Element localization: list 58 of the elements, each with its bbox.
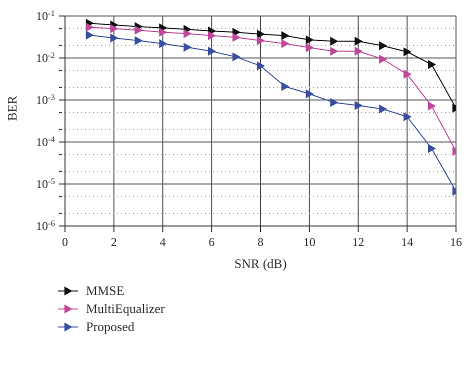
point xyxy=(208,46,216,56)
y-tick-label: 10$^{-5}$ xyxy=(36,176,55,191)
point xyxy=(256,30,265,39)
point xyxy=(428,144,436,154)
point xyxy=(330,36,338,46)
point xyxy=(354,46,363,56)
point xyxy=(354,100,363,110)
point xyxy=(281,31,290,40)
legend-label: MultiEqualizer xyxy=(86,301,165,317)
x-tick-label: 8 xyxy=(258,235,264,249)
y-tick-label: 10$^{-4}$ xyxy=(36,134,56,149)
point xyxy=(208,31,216,40)
legend-label: Proposed xyxy=(86,319,134,335)
point xyxy=(86,22,94,32)
x-axis-title: SNR (dB) xyxy=(234,256,287,271)
y-tick-label: 10$^{-2}$ xyxy=(36,50,55,65)
point xyxy=(354,36,363,46)
x-tick-label: 10 xyxy=(303,235,316,249)
point xyxy=(404,112,412,122)
x-tick-label: 4 xyxy=(160,235,166,249)
point xyxy=(330,46,338,56)
point xyxy=(281,39,290,48)
point xyxy=(134,36,143,46)
point xyxy=(428,101,436,110)
x-tick-label: 16 xyxy=(450,235,462,249)
point xyxy=(379,54,388,64)
y-tick-label: 10$^{-6}$ xyxy=(36,218,55,233)
point xyxy=(306,89,314,98)
point xyxy=(330,98,338,108)
point xyxy=(256,61,265,70)
point xyxy=(256,36,265,46)
point xyxy=(306,43,314,52)
point xyxy=(379,41,388,50)
point xyxy=(110,33,118,42)
point xyxy=(159,28,168,37)
x-tick-label: 12 xyxy=(352,235,364,249)
point xyxy=(110,24,118,34)
point xyxy=(184,42,192,52)
point xyxy=(379,104,388,114)
x-tick-label: 6 xyxy=(208,235,215,249)
y-tick-label: 10$^{-1}$ xyxy=(36,8,55,23)
y-axis-title: BER xyxy=(4,95,20,121)
x-tick-label: 2 xyxy=(110,235,117,249)
x-tick-label: 0 xyxy=(62,235,68,249)
legend-label: MMSE xyxy=(86,283,124,299)
point xyxy=(428,60,436,70)
point xyxy=(404,47,412,56)
point xyxy=(306,35,314,44)
point xyxy=(404,70,412,79)
point xyxy=(159,39,168,48)
point xyxy=(232,32,241,42)
y-tick-label: 10$^{-3}$ xyxy=(36,92,55,107)
point xyxy=(86,30,94,40)
point xyxy=(134,26,143,35)
point xyxy=(281,82,290,91)
x-tick-label: 14 xyxy=(401,235,414,249)
point xyxy=(184,29,192,38)
point xyxy=(232,52,241,62)
